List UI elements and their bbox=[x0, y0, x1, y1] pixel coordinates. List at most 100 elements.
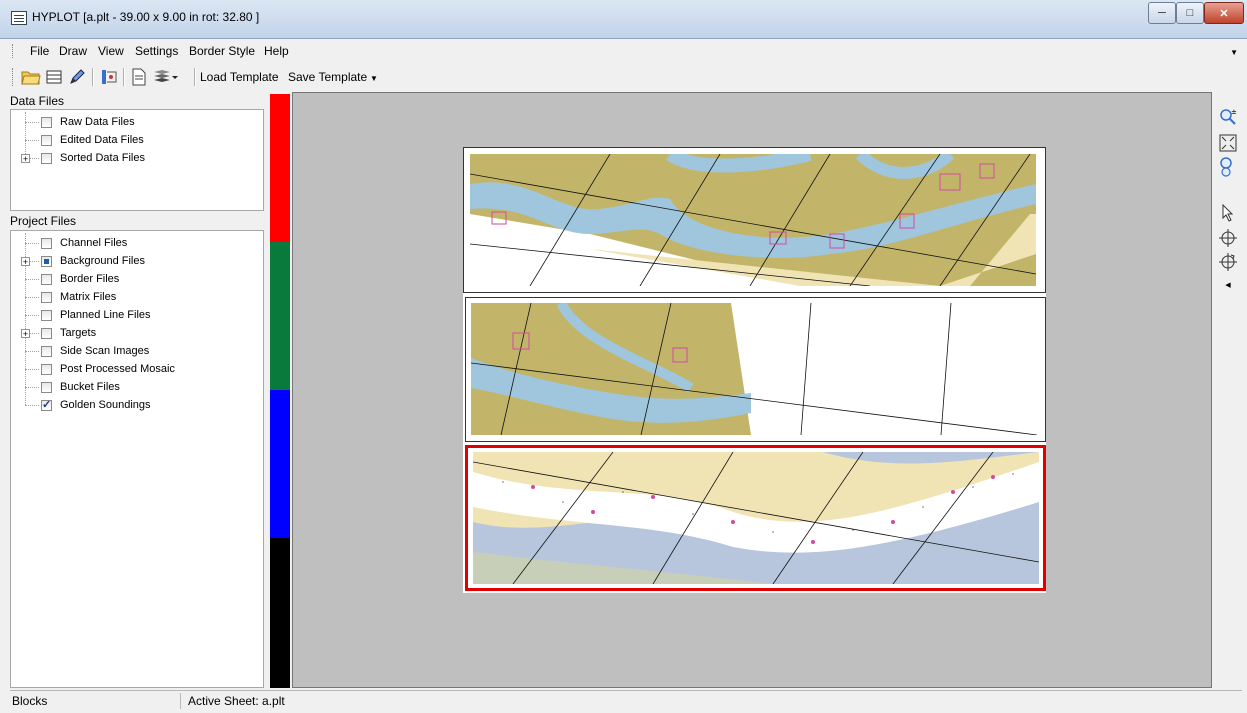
menu-file[interactable]: File bbox=[30, 44, 50, 58]
tree-line bbox=[25, 243, 39, 244]
plot-block-3-active[interactable] bbox=[465, 445, 1046, 591]
tree-item-label: Post Processed Mosaic bbox=[60, 363, 175, 375]
color-swatch-green[interactable] bbox=[270, 242, 290, 390]
chart-image-1 bbox=[470, 154, 1036, 286]
checkbox[interactable] bbox=[41, 134, 52, 146]
toolbar-grip bbox=[12, 68, 15, 86]
layers-icon bbox=[154, 70, 178, 82]
expand-icon[interactable]: + bbox=[21, 154, 30, 164]
color-swatch-black[interactable] bbox=[270, 538, 290, 688]
open-folder-button[interactable] bbox=[20, 66, 42, 88]
tree-line bbox=[30, 333, 39, 334]
zoom-window-icon bbox=[1220, 157, 1232, 177]
tree-item-bucket-files[interactable]: Bucket Files bbox=[41, 378, 120, 396]
minimize-button[interactable]: ─ bbox=[1148, 2, 1176, 24]
close-button[interactable]: ✕ bbox=[1204, 2, 1244, 24]
menu-overflow-icon[interactable]: ▼ bbox=[1230, 48, 1238, 57]
checkbox[interactable] bbox=[41, 237, 52, 249]
rotate-crosshair-icon bbox=[1219, 253, 1237, 271]
tree-line bbox=[25, 405, 39, 406]
checkbox[interactable] bbox=[41, 309, 52, 321]
tree-item-raw-data-files[interactable]: Raw Data Files bbox=[41, 113, 135, 131]
tree-item-matrix-files[interactable]: Matrix Files bbox=[41, 288, 116, 306]
plot-canvas[interactable] bbox=[292, 92, 1212, 688]
load-template-button[interactable]: Load Template bbox=[200, 70, 279, 84]
color-swatch-blue[interactable] bbox=[270, 390, 290, 538]
menu-bar: File Draw View Settings Border Style Hel… bbox=[10, 40, 1242, 62]
tree-line bbox=[25, 158, 39, 159]
checkbox[interactable] bbox=[41, 152, 52, 164]
tree-item-targets[interactable]: Targets bbox=[41, 324, 96, 342]
zoom-window-button[interactable] bbox=[1218, 156, 1238, 178]
tree-item-label: Background Files bbox=[60, 255, 145, 267]
zoom-extents-icon bbox=[1219, 134, 1237, 152]
tree-line bbox=[25, 279, 39, 280]
tool-strip-more-icon[interactable]: ◀ bbox=[1225, 282, 1231, 289]
menu-draw[interactable]: Draw bbox=[59, 44, 88, 58]
tree-item-planned-line-files[interactable]: Planned Line Files bbox=[41, 306, 151, 324]
checkbox[interactable] bbox=[41, 255, 52, 267]
tree-item-label: Bucket Files bbox=[60, 381, 120, 393]
document-button[interactable] bbox=[128, 66, 150, 88]
checkbox[interactable] bbox=[41, 398, 52, 411]
tree-item-channel-files[interactable]: Channel Files bbox=[41, 234, 127, 252]
tree-line bbox=[25, 351, 39, 352]
save-template-dropdown-icon[interactable]: ▼ bbox=[370, 74, 378, 83]
tree-item-side-scan-images[interactable]: Side Scan Images bbox=[41, 342, 149, 360]
zoom-extents-button[interactable] bbox=[1218, 132, 1238, 154]
tree-item-edited-data-files[interactable]: Edited Data Files bbox=[41, 131, 144, 149]
checkbox[interactable] bbox=[41, 363, 52, 375]
tree-line bbox=[30, 261, 39, 262]
zoom-in-out-button[interactable]: ± bbox=[1218, 106, 1238, 128]
plot-icon bbox=[102, 70, 117, 84]
tree-line bbox=[25, 140, 39, 141]
maximize-button[interactable]: □ bbox=[1176, 2, 1204, 24]
plot-block-2[interactable] bbox=[465, 297, 1046, 442]
chart-image-2 bbox=[471, 303, 1037, 435]
save-template-button[interactable]: Save Template bbox=[288, 70, 368, 84]
checkbox[interactable] bbox=[41, 327, 52, 339]
checkbox[interactable] bbox=[41, 291, 52, 303]
title-bar: HYPLOT [a.plt - 39.00 x 9.00 in rot: 32.… bbox=[0, 0, 1247, 39]
crosshair-icon bbox=[1219, 229, 1237, 247]
plot-block-1[interactable] bbox=[463, 147, 1046, 293]
menu-border-style[interactable]: Border Style bbox=[189, 44, 256, 58]
menu-help[interactable]: Help bbox=[264, 44, 289, 58]
pen-button[interactable] bbox=[66, 66, 88, 88]
tree-item-sorted-data-files[interactable]: Sorted Data Files bbox=[41, 149, 145, 167]
color-swatch-red[interactable] bbox=[270, 94, 290, 242]
layers-dropdown-button[interactable] bbox=[150, 66, 180, 88]
plot-setup-button[interactable] bbox=[98, 66, 120, 88]
sheet-properties-button[interactable] bbox=[43, 66, 65, 88]
tree-item-background-files[interactable]: Background Files bbox=[41, 252, 145, 270]
checkbox[interactable] bbox=[41, 273, 52, 285]
app-icon bbox=[11, 11, 27, 25]
crosshair-button[interactable] bbox=[1218, 227, 1238, 249]
project-files-header: Project Files bbox=[10, 214, 77, 228]
menu-settings[interactable]: Settings bbox=[135, 44, 179, 58]
checkbox[interactable] bbox=[41, 381, 52, 393]
tree-item-golden-soundings[interactable]: Golden Soundings bbox=[41, 396, 151, 414]
expand-icon[interactable]: + bbox=[21, 329, 30, 339]
checkbox[interactable] bbox=[41, 345, 52, 357]
color-swatch-bar bbox=[270, 94, 290, 688]
tree-item-post-processed-mosaic[interactable]: Post Processed Mosaic bbox=[41, 360, 175, 378]
toolbar-separator bbox=[194, 68, 196, 86]
menu-grip bbox=[12, 44, 15, 58]
tree-item-label: Border Files bbox=[60, 273, 120, 285]
tree-item-label: Edited Data Files bbox=[60, 134, 144, 146]
checkbox[interactable] bbox=[41, 116, 52, 128]
tree-line bbox=[25, 122, 39, 123]
menu-view[interactable]: View bbox=[98, 44, 124, 58]
expand-icon[interactable]: + bbox=[21, 257, 30, 267]
status-blocks: Blocks bbox=[12, 694, 48, 708]
plot-sheet[interactable] bbox=[463, 147, 1046, 593]
tree-line bbox=[25, 315, 39, 316]
maximize-icon: □ bbox=[1186, 7, 1194, 19]
tree-item-label: Targets bbox=[60, 327, 97, 339]
rotate-crosshair-button[interactable] bbox=[1218, 251, 1238, 273]
tree-item-border-files[interactable]: Border Files bbox=[41, 270, 119, 288]
tree-item-label: Side Scan Images bbox=[60, 345, 150, 357]
select-pointer-button[interactable] bbox=[1218, 202, 1238, 224]
